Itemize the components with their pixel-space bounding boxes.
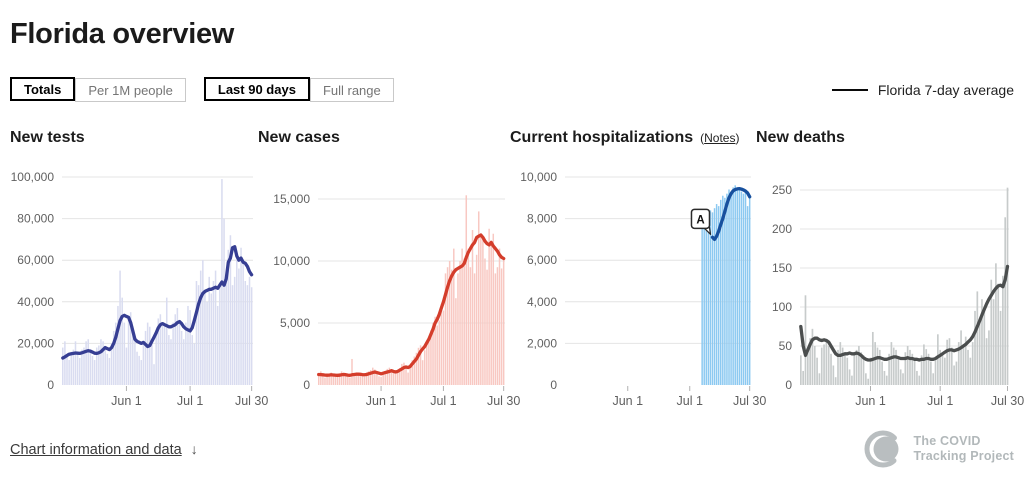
- svg-text:Jul 30: Jul 30: [487, 394, 520, 408]
- svg-text:50: 50: [779, 339, 793, 353]
- florida-overview-page: Florida overview Totals Per 1M people La…: [10, 18, 1024, 471]
- svg-text:80,000: 80,000: [17, 212, 54, 226]
- svg-text:0: 0: [303, 378, 310, 392]
- per-1m-people-button[interactable]: Per 1M people: [75, 78, 186, 102]
- svg-text:Jul 30: Jul 30: [235, 394, 268, 408]
- new-deaths-plot: 0 50 100 150 200 250 Jun 1 Jul 1 Jul 30: [756, 157, 1024, 419]
- full-range-button[interactable]: Full range: [309, 78, 394, 102]
- svg-text:0: 0: [550, 378, 557, 392]
- svg-text:10,000: 10,000: [273, 254, 310, 268]
- new-tests-plot: 0 20,000 40,000 60,000 80,000 100,000 Jun 1 Jul…: [10, 157, 269, 419]
- svg-text:Jun 1: Jun 1: [612, 394, 643, 408]
- range-toggle-group: Last 90 days Full range: [203, 77, 394, 103]
- footer-row: Chart information and data ↓ The COVID Tr…: [10, 427, 1014, 471]
- down-arrow-icon: ↓: [190, 440, 198, 457]
- covid-tracking-project-logo: The COVID Tracking Project: [862, 427, 1014, 471]
- svg-text:8,000: 8,000: [527, 212, 557, 226]
- svg-text:250: 250: [772, 183, 792, 197]
- last-90-days-button[interactable]: Last 90 days: [203, 77, 310, 101]
- new-cases-title: New cases: [258, 129, 340, 146]
- new-cases-plot: 0 5,000 10,000 15,000 Jun 1 Jul 1 Jul 30: [258, 157, 520, 419]
- svg-text:Jun 1: Jun 1: [366, 394, 397, 408]
- legend-line-swatch: [831, 89, 868, 91]
- new-tests-chart: New tests 0 20,000 40,000 60,000 80,000 100,0…: [10, 129, 269, 419]
- svg-text:15,000: 15,000: [273, 192, 310, 206]
- seven-day-average-legend: Florida 7-day average: [831, 82, 1014, 98]
- current-hospitalizations-chart: Current hospitalizations (Notes) 0 2,000 4…: [510, 129, 766, 419]
- totals-button[interactable]: Totals: [10, 77, 76, 101]
- svg-text:5,000: 5,000: [280, 316, 310, 330]
- controls-row: Totals Per 1M people Last 90 days Full r…: [10, 77, 1014, 103]
- svg-text:4,000: 4,000: [527, 295, 557, 309]
- svg-text:Jul 1: Jul 1: [677, 394, 703, 408]
- current-hospitalizations-title: Current hospitalizations (Notes): [510, 129, 740, 146]
- svg-text:100: 100: [772, 300, 792, 314]
- page-title: Florida overview: [10, 18, 235, 50]
- svg-text:2,000: 2,000: [527, 336, 557, 350]
- svg-text:60,000: 60,000: [17, 253, 54, 267]
- svg-text:6,000: 6,000: [527, 253, 557, 267]
- svg-text:Jul 30: Jul 30: [733, 394, 766, 408]
- hospitalization-notes: (Notes): [700, 131, 740, 145]
- svg-text:150: 150: [772, 261, 792, 275]
- metric-toggle-group: Totals Per 1M people: [10, 77, 186, 103]
- svg-text:Jun 1: Jun 1: [855, 394, 886, 408]
- notes-link[interactable]: Notes: [704, 131, 736, 145]
- svg-text:10,000: 10,000: [520, 170, 557, 184]
- svg-text:100,000: 100,000: [11, 170, 55, 184]
- svg-text:0: 0: [47, 378, 54, 392]
- chart-information-link[interactable]: Chart information and data ↓: [10, 440, 198, 458]
- new-deaths-title: New deaths: [756, 129, 845, 146]
- new-tests-title: New tests: [10, 129, 85, 146]
- svg-text:Jul 1: Jul 1: [927, 394, 953, 408]
- new-cases-chart: New cases 0 5,000 10,000 15,000 Jun 1 Jul 1 Ju…: [258, 129, 520, 419]
- svg-text:200: 200: [772, 222, 792, 236]
- svg-text:Jun 1: Jun 1: [111, 394, 142, 408]
- svg-text:40,000: 40,000: [17, 295, 54, 309]
- svg-text:A: A: [696, 214, 704, 226]
- current-hospitalizations-plot: 0 2,000 4,000 6,000 8,000 10,000 Jun 1 Jul 1 Jul…: [510, 157, 766, 419]
- logo-text: The COVID Tracking Project: [913, 434, 1014, 463]
- svg-text:Jul 1: Jul 1: [177, 394, 203, 408]
- legend-label: Florida 7-day average: [877, 82, 1014, 98]
- svg-text:Jul 30: Jul 30: [991, 394, 1024, 408]
- new-deaths-chart: New deaths 0 50 100 150 200 250 Jun 1 Jul 1 Jul …: [756, 129, 1024, 419]
- svg-text:0: 0: [785, 378, 792, 392]
- logo-mark-icon: [864, 430, 902, 468]
- svg-text:20,000: 20,000: [17, 336, 54, 350]
- charts-row: New tests 0 20,000 40,000 60,000 80,000 100,0…: [10, 129, 1024, 419]
- svg-text:Jul 1: Jul 1: [430, 394, 456, 408]
